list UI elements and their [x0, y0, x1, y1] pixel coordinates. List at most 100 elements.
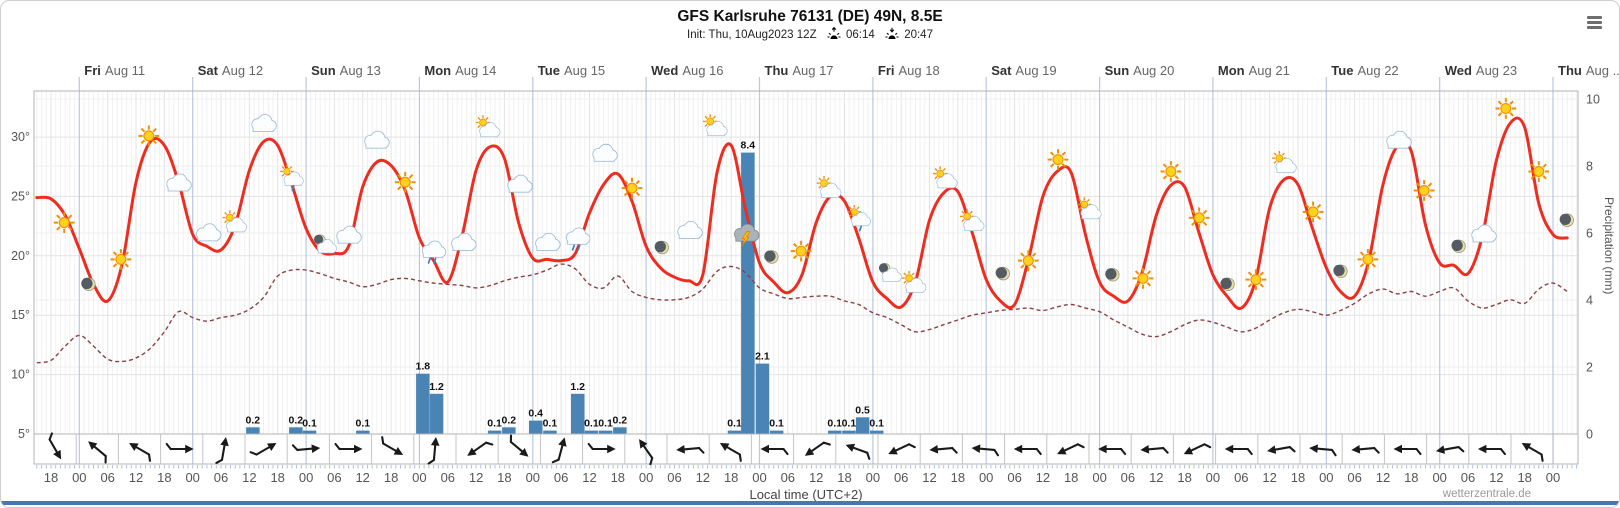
- init-text: Init: Thu, 10Aug2023 12Z: [687, 29, 817, 41]
- wind-arrow: [929, 445, 958, 454]
- x-tick-label: 00: [1432, 470, 1446, 485]
- dewpoint-line: [36, 263, 1568, 364]
- weather-icon-sun: [1302, 201, 1324, 223]
- precip-bar-label: 1.2: [429, 381, 444, 393]
- temp-axis-labels: 30° 25° 20° 15° 10° 5°: [11, 130, 30, 441]
- x-tick-label: 18: [1177, 470, 1191, 485]
- x-tick-label: 18: [157, 470, 171, 485]
- precip-bar: [571, 393, 585, 434]
- x-tick-label: 06: [894, 470, 908, 485]
- x-tick-label: 12: [1376, 470, 1390, 485]
- precip-bar-label: 0.1: [302, 418, 317, 430]
- x-tick-label: 12: [1489, 470, 1503, 485]
- temp-tick-label: 25°: [11, 189, 30, 203]
- wind-arrow: [719, 443, 742, 462]
- wind-strip: [33, 433, 1579, 465]
- x-tick-label: 12: [469, 470, 483, 485]
- wind-arrows: [48, 432, 1554, 466]
- precip-bar-label: 0.1: [598, 418, 613, 430]
- wind-arrow: [129, 443, 152, 462]
- weather-icon-cloud: [364, 130, 390, 149]
- x-tick-label: 18: [611, 470, 625, 485]
- precip-bar: [727, 430, 742, 434]
- precip-bar-label: 0.1: [487, 418, 502, 430]
- weather-icon-sun-cloud: [901, 270, 927, 293]
- wind-arrow: [639, 439, 654, 466]
- precip-bar: [246, 427, 260, 434]
- precip-bar-label: 0.1: [584, 418, 599, 430]
- x-tick-label: 06: [554, 470, 568, 485]
- precip-tick-label: 2: [1586, 361, 1593, 375]
- day-header: Thu Aug ...: [1558, 63, 1620, 78]
- precip-bar: [487, 430, 502, 434]
- temp-tick-label: 15°: [11, 308, 30, 322]
- x-tick-label: 00: [72, 470, 86, 485]
- x-tick-label: 06: [1121, 470, 1135, 485]
- precip-tick-label: 0: [1586, 428, 1593, 442]
- x-tick-label: 06: [1234, 470, 1248, 485]
- precip-bar-label: 8.4: [740, 140, 755, 152]
- precip-tick-label: 4: [1586, 294, 1593, 308]
- xaxis-title: Local time (UTC+2): [749, 487, 863, 502]
- x-axis-labels: 18 00 06 12 18 00 06 12 18 00 06 12 18 00 06 12 18 00 06 12…: [44, 470, 1560, 485]
- day-header: Sat Aug 19: [991, 63, 1056, 78]
- menu-bar-icon: [1587, 26, 1602, 29]
- precip-bar: [289, 427, 303, 434]
- x-tick-label: 00: [299, 470, 313, 485]
- wind-arrow: [1351, 445, 1380, 454]
- x-tick-label: 00: [185, 470, 199, 485]
- precip-axis-title: Precipitation (mm): [1602, 197, 1616, 295]
- x-tick-label: 18: [497, 470, 511, 485]
- weather-icon-sun: [1413, 180, 1435, 201]
- weather-icon-sun: [1132, 268, 1154, 289]
- weather-icon-sun-cloud: [475, 115, 501, 138]
- day-header: Wed Aug 23: [1445, 63, 1517, 78]
- weather-icon-sun: [138, 125, 160, 147]
- x-tick-label: 06: [214, 470, 228, 485]
- x-tick-label: 00: [752, 470, 766, 485]
- x-tick-label: 12: [242, 470, 256, 485]
- x-tick-label: 12: [129, 470, 143, 485]
- precip-bar: [855, 417, 870, 435]
- precip-bar-label: 0.1: [727, 418, 742, 430]
- day-header: Sun Aug 20: [1105, 63, 1175, 78]
- weather-icon-cloud: [1471, 224, 1497, 243]
- precip-bar: [755, 363, 770, 434]
- x-tick-label: 18: [951, 470, 965, 485]
- x-tick-label: 00: [1546, 470, 1560, 485]
- precip-bar: [543, 430, 557, 434]
- x-tick-label: 06: [441, 470, 455, 485]
- precip-bar-label: 0.1: [869, 418, 884, 430]
- weather-icon-cloud: [196, 223, 222, 242]
- day-header: Fri Aug 11: [84, 63, 145, 78]
- weather-icon-moon-cloud: [313, 234, 337, 254]
- precip-bar: [613, 427, 627, 434]
- wind-arrow: [760, 444, 789, 456]
- day-headers: Fri Aug 11 Sat Aug 12 Sun Aug 13 Mon Aug 14 Tue A…: [84, 63, 1620, 78]
- weather-icon-moon: [1105, 268, 1120, 282]
- precip-bar: [429, 393, 444, 434]
- weather-icon-moon: [1333, 264, 1348, 279]
- weather-icon-sun-cloud-rain: [847, 205, 871, 232]
- day-header: Sun Aug 13: [311, 63, 381, 78]
- precip-tick-label: 6: [1586, 227, 1593, 241]
- precip-bar: [870, 430, 884, 434]
- weather-icon-storm: [734, 223, 760, 247]
- chart-menu-button[interactable]: [1587, 16, 1602, 31]
- weather-icon-sun-cloud: [1076, 197, 1102, 220]
- wind-arrow: [845, 443, 871, 460]
- wind-arrow: [551, 437, 567, 464]
- weather-icon-sun: [53, 212, 75, 233]
- weather-icon-moon-cloud: [878, 263, 902, 282]
- watermark: wetterzentrale.de: [1442, 488, 1531, 500]
- x-tick-label: 06: [1461, 470, 1475, 485]
- x-tick-label: 18: [270, 470, 284, 485]
- weather-icon-moon: [81, 277, 96, 292]
- weather-icon-cloud: [677, 220, 703, 239]
- x-tick-label: 12: [809, 470, 823, 485]
- day-header: Mon Aug 21: [1218, 63, 1290, 78]
- weather-icon-sun: [1160, 161, 1182, 182]
- chart-title: GFS Karlsruhe 76131 (DE) 49N, 8.5E: [677, 8, 943, 25]
- wind-arrow: [291, 444, 321, 453]
